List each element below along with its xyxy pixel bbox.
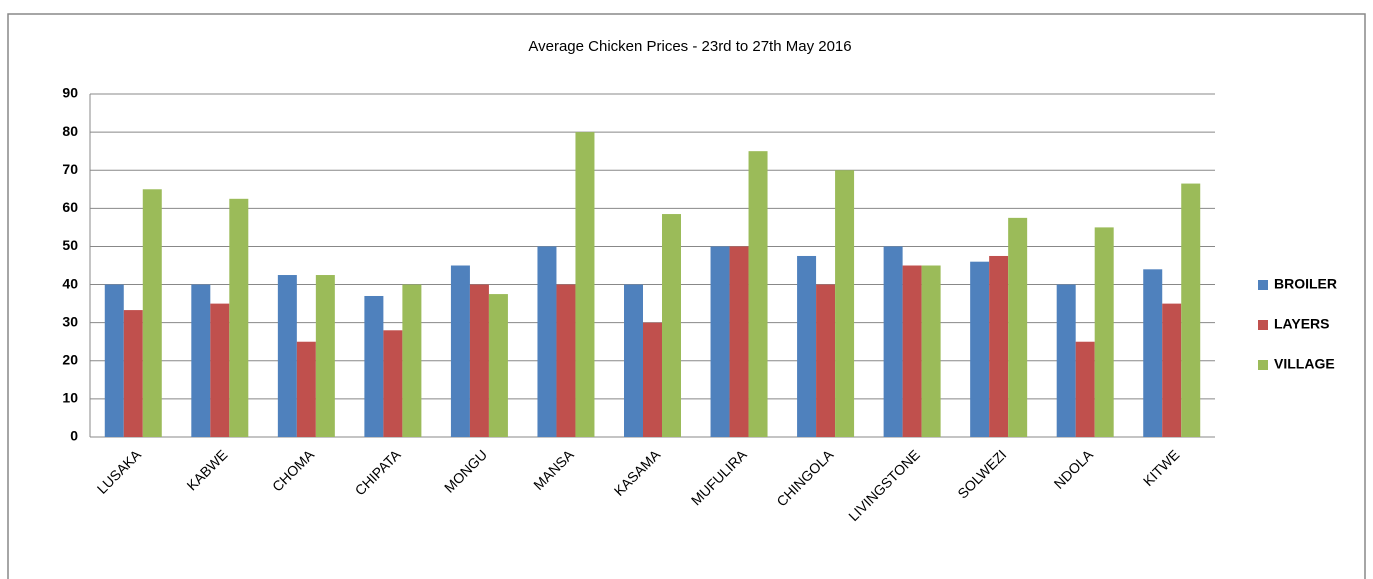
- bar: [402, 284, 422, 437]
- bar: [1094, 227, 1114, 437]
- bar: [816, 284, 836, 437]
- bar: [662, 214, 681, 437]
- x-tick-label: CHOMA: [269, 446, 318, 495]
- x-tick-label: CHINGOLA: [773, 446, 836, 509]
- bar: [364, 295, 384, 437]
- bar: [1162, 303, 1182, 437]
- chart-title: Average Chicken Prices - 23rd to 27th Ma…: [528, 38, 851, 55]
- bar: [575, 132, 595, 437]
- bar: [123, 310, 143, 437]
- legend-label: BROILER: [1274, 276, 1337, 292]
- bar: [537, 246, 557, 437]
- bar: [210, 303, 230, 437]
- bar: [970, 261, 990, 437]
- bar: [921, 265, 941, 437]
- bar: [989, 255, 1009, 437]
- x-tick-label: MUFULIRA: [688, 446, 750, 508]
- bar: [748, 151, 768, 437]
- bar: [643, 322, 662, 437]
- bar: [624, 284, 643, 437]
- bar: [1075, 341, 1095, 437]
- x-tick-label: LUSAKA: [94, 446, 145, 497]
- bar: [315, 275, 335, 437]
- bar: [229, 198, 249, 437]
- y-tick-label: 90: [62, 85, 78, 101]
- legend-swatch: [1258, 280, 1268, 290]
- x-tick-label: MONGU: [441, 446, 490, 495]
- y-tick-label: 70: [62, 161, 78, 177]
- x-tick-label: NDOLA: [1051, 446, 1097, 492]
- legend-label: LAYERS: [1274, 316, 1330, 332]
- x-tick-label: KITWE: [1140, 446, 1183, 489]
- bar: [1008, 217, 1028, 437]
- bar: [191, 284, 211, 437]
- bar: [142, 189, 162, 437]
- bar: [1181, 183, 1201, 437]
- bar: [296, 341, 316, 437]
- y-tick-label: 50: [62, 237, 78, 253]
- bar: [883, 246, 903, 437]
- y-tick-label: 30: [62, 313, 78, 329]
- y-tick-label: 80: [62, 123, 78, 139]
- bar: [383, 330, 403, 437]
- y-tick-label: 20: [62, 351, 78, 367]
- y-tick-label: 10: [62, 390, 78, 406]
- x-tick-label: KABWE: [183, 446, 230, 493]
- bar: [104, 284, 124, 437]
- y-tick-label: 0: [70, 428, 78, 444]
- bar: [1056, 284, 1076, 437]
- bar: [835, 170, 855, 437]
- bar: [488, 294, 508, 437]
- bar: [1143, 269, 1163, 437]
- bar: [902, 265, 922, 437]
- bar: [797, 255, 817, 437]
- y-tick-label: 40: [62, 275, 78, 291]
- bar: [729, 246, 749, 437]
- x-tick-label: CHIPATA: [352, 446, 404, 498]
- chart-frame: [7, 13, 1366, 579]
- legend-swatch: [1258, 360, 1268, 370]
- legend-label: VILLAGE: [1274, 356, 1335, 372]
- y-tick-label: 60: [62, 199, 78, 215]
- bar: [450, 265, 470, 437]
- bar: [277, 275, 297, 437]
- bar: [469, 284, 489, 437]
- x-tick-label: MANSA: [530, 446, 577, 493]
- x-tick-label: KASAMA: [611, 446, 664, 499]
- bar: [556, 284, 576, 437]
- bar: [710, 246, 730, 437]
- legend-swatch: [1258, 320, 1268, 330]
- x-tick-label: LIVINGSTONE: [845, 446, 923, 524]
- x-tick-label: SOLWEZI: [954, 446, 1009, 501]
